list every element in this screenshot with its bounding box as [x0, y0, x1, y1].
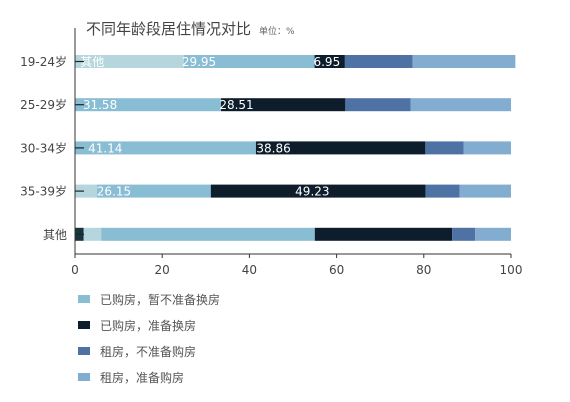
legend-swatch	[78, 321, 90, 329]
bar-segment	[463, 141, 511, 155]
bar-segment	[75, 184, 97, 198]
bar-segment	[101, 227, 315, 241]
bar-value-label: 26.15	[97, 185, 131, 199]
legend-item: 租房，不准备购房	[78, 338, 220, 364]
legend-label: 租房，准备购房	[100, 370, 185, 385]
bar-segment	[425, 141, 464, 155]
unit-label: 单位：%	[259, 27, 295, 37]
bar-segment	[459, 184, 511, 198]
bar-segment	[452, 227, 476, 241]
chart-title: 不同年龄段居住情况对比	[86, 20, 252, 38]
x-tick-label: 0	[71, 263, 79, 277]
legend-item: 已购房，暂不准备换房	[78, 286, 220, 312]
legend-label: 已购房，暂不准备换房	[100, 292, 221, 307]
legend: 已购房，暂不准备换房 已购房，准备换房 租房，不准备购房 租房，准备购房	[78, 286, 220, 390]
bar-value-label: 49.23	[295, 185, 329, 199]
bar-value-label: 41.14	[88, 141, 122, 155]
category-label: 19-24岁	[20, 54, 67, 69]
bar-segment	[412, 55, 516, 68]
bar-value-label: 38.86	[256, 141, 290, 155]
bar-value-label: 其他	[80, 55, 104, 69]
bar-segment	[83, 227, 102, 241]
x-tick-label: 100	[500, 263, 523, 277]
bar-segment	[221, 98, 346, 112]
legend-swatch	[78, 373, 90, 381]
bar-segment	[210, 184, 426, 198]
bar-segment	[425, 184, 460, 198]
bar-segment	[255, 141, 426, 155]
x-tick-label: 20	[155, 263, 170, 277]
bar-segment	[75, 141, 256, 155]
bar-value-label: 28.51	[219, 98, 253, 112]
bar-segment	[184, 55, 315, 68]
legend-swatch	[78, 295, 90, 303]
category-label: 35-39岁	[20, 184, 67, 199]
bar-segment	[344, 55, 413, 68]
bar-value-label: 6.95	[313, 55, 340, 69]
x-tick-label: 80	[416, 263, 431, 277]
legend-swatch	[78, 347, 90, 355]
bar-segment	[75, 98, 222, 112]
legend-item: 租房，准备购房	[78, 364, 220, 390]
chart-title-wrap: 不同年龄段居住情况对比 单位：%	[86, 18, 295, 39]
bar-segment	[475, 227, 511, 241]
bar-segment	[345, 98, 411, 112]
bar-segment	[75, 55, 184, 68]
x-tick-label: 60	[329, 263, 344, 277]
x-tick-label: 40	[242, 263, 257, 277]
category-label: 其他	[43, 228, 67, 242]
bar-segment	[96, 184, 211, 198]
bar-value-label: 29.95	[182, 55, 216, 69]
category-label: 30-34岁	[20, 140, 67, 155]
bar-value-label: 31.58	[83, 98, 117, 112]
bar-segment	[314, 227, 453, 241]
legend-label: 已购房，准备换房	[100, 318, 197, 333]
legend-label: 租房，不准备购房	[100, 344, 197, 359]
bar-segment	[314, 55, 345, 68]
category-label: 25-29岁	[20, 97, 67, 112]
legend-item: 已购房，准备换房	[78, 312, 220, 338]
bar-segment	[410, 98, 512, 112]
